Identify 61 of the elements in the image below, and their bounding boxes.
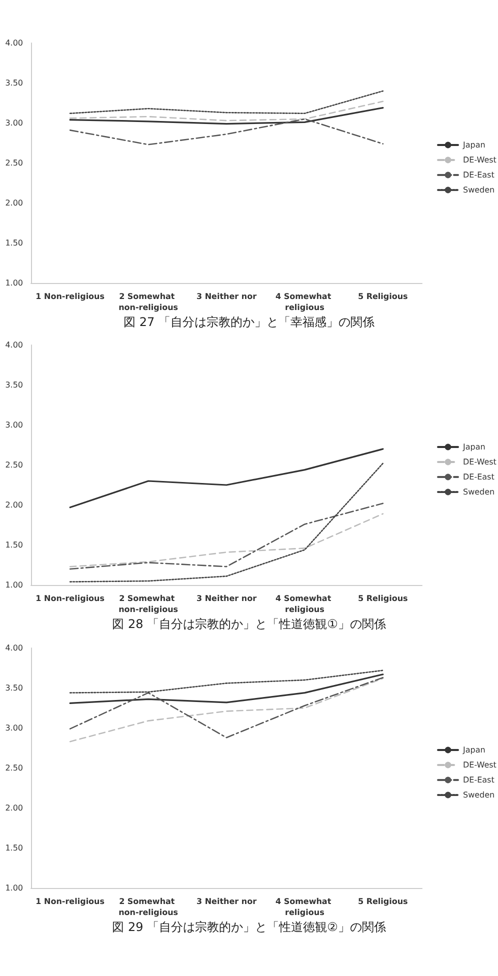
legend-label: DE-East — [463, 170, 494, 180]
y-tick-label: 2.50 — [5, 460, 23, 470]
x-tick-label: 5 Religious — [358, 897, 408, 906]
y-tick-label: 3.00 — [5, 420, 23, 430]
line-series — [69, 90, 384, 114]
legend-label: DE-West — [463, 760, 496, 770]
x-tick-label: 5 Religious — [358, 594, 408, 603]
line-series — [69, 513, 384, 568]
y-tick-label: 2.00 — [5, 198, 23, 208]
y-tick-label: 1.00 — [5, 884, 23, 892]
y-tick-label: 2.50 — [5, 158, 23, 168]
legend-label: DE-East — [463, 472, 494, 482]
line-series — [69, 462, 384, 582]
y-tick-label: 4.00 — [5, 38, 23, 48]
y-tick-label: 2.00 — [5, 804, 23, 812]
x-tick-label: 5 Religious — [358, 292, 408, 301]
line-series — [69, 107, 384, 125]
line-series — [69, 670, 384, 694]
line-series — [69, 674, 384, 704]
x-tick-label: 2 Somewhat non-religious — [118, 897, 178, 917]
text: 図 29 「自分は宗教的か」と「性道徳観②」の関係 — [112, 920, 386, 934]
text: 図 27 「自分は宗教的か」と「幸福感」の関係 — [124, 315, 374, 329]
y-tick-label: 1.50 — [5, 540, 23, 550]
y-tick-label: 2.50 — [5, 764, 23, 772]
y-tick-label: 1.50 — [5, 844, 23, 852]
y-tick-label: 3.50 — [5, 684, 23, 692]
x-tick-label: 3 Neither nor — [196, 292, 257, 301]
legend-label: Japan — [462, 140, 486, 150]
line-series — [69, 100, 384, 122]
legend-label: Japan — [462, 746, 486, 754]
legend-label: Japan — [462, 442, 486, 452]
line-series — [69, 502, 384, 570]
x-tick-label: 4 Somewhat religious — [275, 594, 334, 614]
x-tick-label: 1 Non-religious — [36, 594, 105, 603]
x-tick-label: 1 Non-religious — [36, 292, 105, 301]
line-series — [69, 118, 384, 146]
x-tick-label: 3 Neither nor — [196, 594, 257, 603]
line-series — [69, 448, 384, 508]
x-tick-label: 2 Somewhat non-religious — [118, 292, 178, 312]
legend-label: Sweden — [463, 186, 495, 194]
y-tick-label: 2.00 — [5, 500, 23, 510]
x-tick-label: 4 Somewhat religious — [275, 292, 334, 312]
legend-label: DE-West — [463, 458, 496, 466]
legend-label: DE-West — [463, 156, 496, 164]
y-tick-label: 1.50 — [5, 238, 23, 248]
x-tick-label: 4 Somewhat religious — [275, 897, 334, 917]
y-tick-label: 1.00 — [5, 580, 23, 590]
x-tick-label: 3 Neither nor — [196, 897, 257, 906]
y-tick-label: 4.00 — [5, 644, 23, 652]
y-tick-label: 3.00 — [5, 724, 23, 732]
text: 図 28 「自分は宗教的か」と「性道徳観①」の関係 — [112, 617, 386, 631]
x-tick-label: 1 Non-religious — [36, 897, 105, 906]
legend-label: Sweden — [463, 790, 495, 800]
y-tick-label: 3.50 — [5, 380, 23, 390]
y-tick-label: 3.00 — [5, 118, 23, 128]
y-tick-label: 3.50 — [5, 78, 23, 88]
y-tick-label: 1.00 — [5, 278, 23, 288]
y-tick-label: 4.00 — [5, 340, 23, 350]
x-tick-label: 2 Somewhat non-religious — [118, 594, 178, 614]
legend-label: Sweden — [463, 488, 495, 496]
legend-label: DE-East — [463, 776, 494, 784]
